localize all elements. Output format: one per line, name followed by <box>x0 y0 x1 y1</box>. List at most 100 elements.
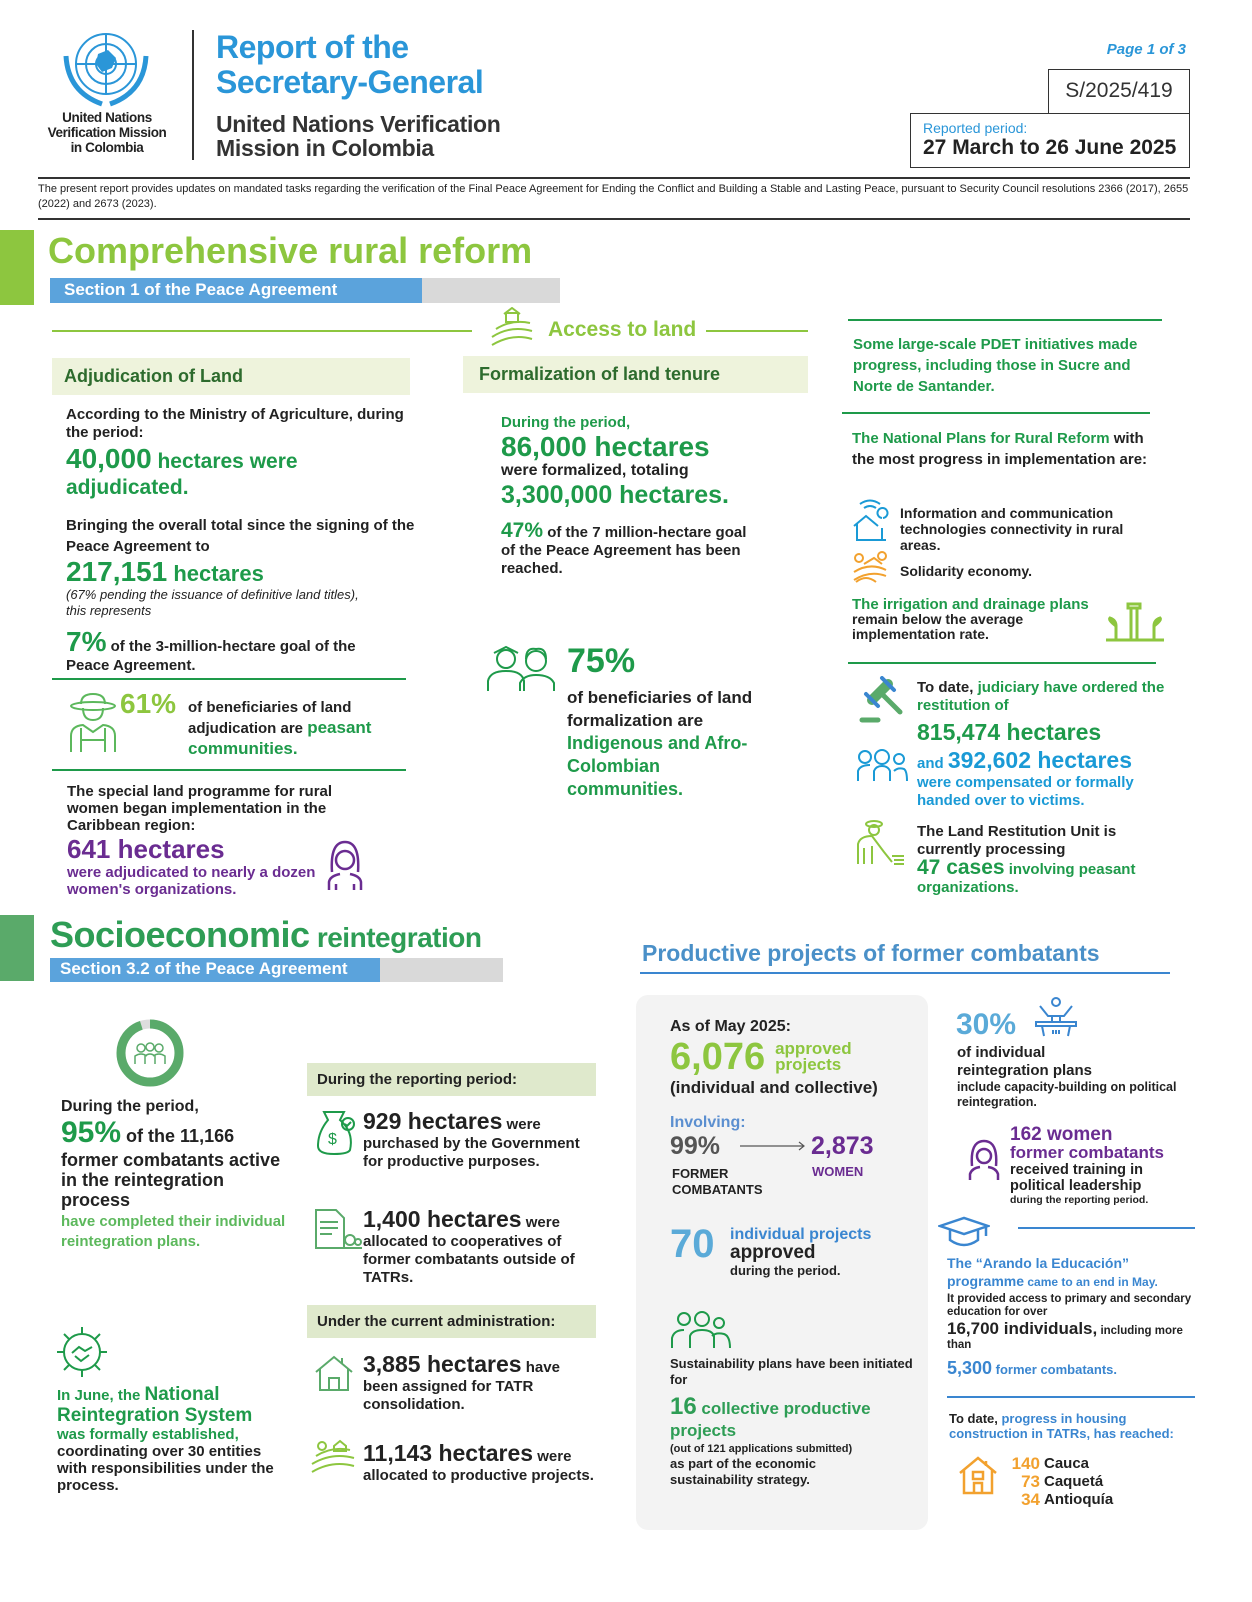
stat-highlight: progress in housing construction in TATR… <box>949 1411 1174 1441</box>
text: been assigned for TATR consolidation. <box>363 1378 534 1413</box>
stat-highlight: involving peasant organizations. <box>917 861 1136 896</box>
text: former combatants. <box>992 1362 1118 1377</box>
stat-highlight: approved projects <box>775 1039 852 1074</box>
intro-text: The present report provides updates on m… <box>38 183 1189 210</box>
text: including more than <box>947 1325 1183 1351</box>
combatants-icon <box>134 1042 166 1064</box>
text: as part of the economic sustainability s… <box>670 1456 816 1487</box>
stat-text: were adjudicated to nearly a dozen women… <box>67 864 316 898</box>
text: During the period, <box>61 1098 199 1115</box>
text: approved <box>730 1242 816 1263</box>
land-worker-icon <box>856 818 906 866</box>
divider <box>52 678 406 680</box>
text: It provided access to primary and second… <box>947 1293 1192 1318</box>
stat-text: of beneficiaries of land adjudication ar… <box>188 699 352 737</box>
text: received training in political leadershi… <box>1010 1162 1143 1194</box>
text: In June, the <box>57 1387 145 1404</box>
divider <box>706 330 808 332</box>
sustainability-stats: Sustainability plans have been initiated… <box>670 1356 920 1488</box>
text: To date, <box>949 1411 1002 1426</box>
victims-group-icon <box>856 749 908 783</box>
stat-text: hectares <box>167 561 264 586</box>
rural-connectivity-icon <box>852 498 890 542</box>
stat-highlight: peasant communities. <box>188 718 372 758</box>
note: (67% pending the issuance of definitive … <box>66 587 359 618</box>
stat-label: WOMEN <box>812 1164 864 1179</box>
section-marker <box>0 230 34 305</box>
text: have <box>521 1359 560 1376</box>
text: remain below the average implementation … <box>852 611 1024 642</box>
tatr-hectares: 3,885 hectares have been assigned for TAT… <box>363 1351 598 1414</box>
woman-icon <box>968 1138 1000 1182</box>
stat-number: 815,474 hectares <box>917 719 1102 745</box>
indigenous-afro-people-icon <box>486 645 556 693</box>
text: Sustainability plans have been initiated… <box>670 1356 913 1387</box>
document-land-icon <box>314 1208 362 1252</box>
housing-row: 73 Caquetá <box>1002 1473 1113 1491</box>
stat-highlight: The irrigation and drainage plans <box>852 596 1089 613</box>
adjudication-heading: Adjudication of Land <box>52 358 410 395</box>
divider <box>52 769 406 771</box>
divider <box>842 412 1150 414</box>
stat-number: 16,700 individuals, <box>947 1319 1098 1338</box>
stat-highlight: The National Plans for Rural Reform <box>852 430 1110 447</box>
stat-number: 30% <box>956 1008 1017 1041</box>
housing-row: 140 Cauca <box>1002 1455 1113 1473</box>
stat-number: 47 cases <box>917 856 1005 879</box>
title-line: Report of the <box>216 29 409 65</box>
text: was formally established, <box>57 1426 239 1443</box>
productive-hectares: 11,143 hectares were allocated to product… <box>363 1440 598 1485</box>
house-icon <box>958 1455 998 1495</box>
plan-item: Information and communication technologi… <box>900 505 1124 553</box>
stat-highlight: The “Arando la Educación” programme <box>947 1255 1130 1289</box>
housing-place: Cauca <box>1044 1455 1090 1472</box>
text: (individual and collective) <box>670 1078 878 1097</box>
stat-number: 929 hectares <box>363 1108 503 1134</box>
text: coordinating over 30 entities with respo… <box>57 1443 274 1494</box>
stat-label: FORMER COMBATANTS <box>672 1166 763 1197</box>
page-indicator: Page 1 of 3 <box>1106 41 1186 58</box>
text: of individual reintegration plans <box>957 1044 1093 1079</box>
speaker-podium-icon <box>1034 996 1078 1038</box>
reintegration-stats: During the period, 95% of the 11,166 for… <box>61 1098 291 1252</box>
logo-line: United Nations <box>62 110 152 125</box>
svg-text:$: $ <box>328 1131 337 1148</box>
stat-number: 40,000 <box>66 443 152 474</box>
stat-number: 6,076 <box>670 1036 766 1078</box>
section-label-bar <box>422 278 560 303</box>
stat-highlight: Indigenous and Afro-Colombian communitie… <box>567 733 748 799</box>
formalization-heading: Formalization of land tenure <box>463 356 808 393</box>
divider <box>38 218 1190 220</box>
stat-highlight: former combatants <box>1010 1143 1164 1162</box>
period-label: Reported period: <box>923 120 1028 136</box>
text: were <box>521 1214 560 1231</box>
stat-text: were compensated or formally handed over… <box>917 774 1134 809</box>
subsection-title: Access to land <box>548 318 697 341</box>
completion-donut <box>115 1018 185 1088</box>
section-label: Section 3.2 of the Peace Agreement <box>50 958 380 982</box>
subtitle-line: United Nations Verification <box>216 111 501 137</box>
text: were formalized, totaling <box>501 462 689 479</box>
farmer-icon <box>68 692 118 754</box>
divider <box>848 319 1162 321</box>
stat-number: 95% <box>61 1116 122 1149</box>
divider <box>848 662 1156 664</box>
text: The special land programme for rural wom… <box>67 783 333 834</box>
housing-place: Caquetá <box>1044 1473 1104 1490</box>
divider <box>1018 1227 1195 1229</box>
note: (out of 121 applications submitted) <box>670 1443 853 1455</box>
productive-land-icon <box>310 1438 356 1474</box>
stat-text: hectares were adjudicated. <box>66 450 298 499</box>
text: were <box>502 1116 541 1133</box>
text: allocated to productive projects. <box>363 1467 594 1484</box>
house-icon <box>314 1354 354 1392</box>
logo-line: Verification Mission <box>47 125 167 140</box>
text: came to an end in May. <box>1024 1275 1158 1289</box>
text: include capacity-building on political r… <box>957 1080 1177 1109</box>
stat-number: 75% <box>567 642 636 680</box>
stat-highlight: have completed their individual reintegr… <box>61 1213 286 1250</box>
stat-highlight: judiciary have ordered the restitution o… <box>917 679 1165 714</box>
text: To date, <box>917 679 978 696</box>
text: were <box>533 1448 572 1465</box>
section-title: Socioeconomic <box>50 914 310 955</box>
